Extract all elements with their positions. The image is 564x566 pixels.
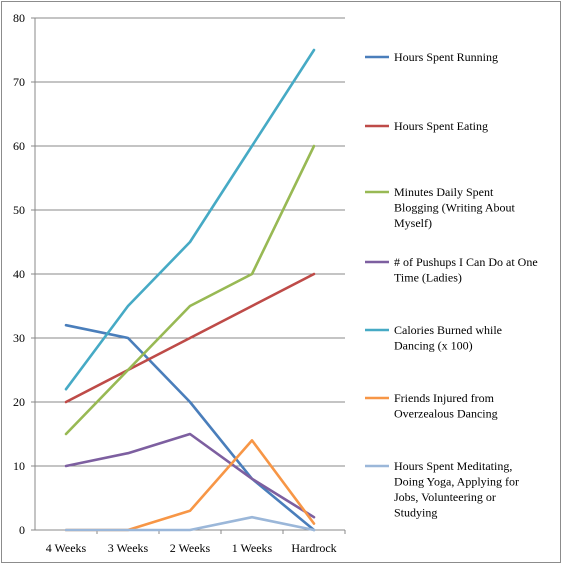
y-tick-label: 10 (13, 459, 25, 473)
series-line-3 (64, 144, 316, 436)
legend-label: Calories Burned while Dancing (x 100) (394, 323, 502, 353)
legend-label: Hours Spent Meditating, Doing Yoga, Apply… (394, 459, 519, 520)
y-tick-label: 0 (19, 523, 25, 537)
series-line-6 (64, 439, 316, 532)
y-tick-label: 30 (13, 331, 25, 345)
legend: Hours Spent Running Hours Spent Eating Min… (365, 50, 538, 520)
series-lines (64, 48, 316, 532)
y-tick-label: 60 (13, 139, 25, 153)
y-tick-label: 80 (13, 11, 25, 25)
series-line-1 (64, 323, 316, 532)
series-line-7 (64, 515, 316, 532)
legend-label: Hours Spent Eating (394, 119, 488, 133)
y-tick-label: 50 (13, 203, 25, 217)
y-tick-label: 40 (13, 267, 25, 281)
y-axis-ticks: 0 10 20 30 40 50 60 70 80 (13, 11, 35, 537)
x-tick-label: Hardrock (291, 541, 336, 555)
x-axis-ticks: 4 Weeks 3 Weeks 2 Weeks 1 Weeks Hardrock (46, 530, 346, 555)
x-tick-label: 1 Weeks (232, 541, 273, 555)
x-tick-label: 2 Weeks (170, 541, 211, 555)
y-tick-label: 70 (13, 75, 25, 89)
legend-label: Minutes Daily Spent Blogging (Writing Abo… (394, 185, 516, 230)
x-tick-label: 4 Weeks (46, 541, 87, 555)
x-tick-label: 3 Weeks (108, 541, 149, 555)
legend-label: Hours Spent Running (394, 50, 498, 64)
y-tick-label: 20 (13, 395, 25, 409)
legend-label: # of Pushups I Can Do at One Time (Ladies… (394, 255, 538, 285)
legend-label: Friends Injured from Overzealous Dancing (394, 391, 498, 421)
